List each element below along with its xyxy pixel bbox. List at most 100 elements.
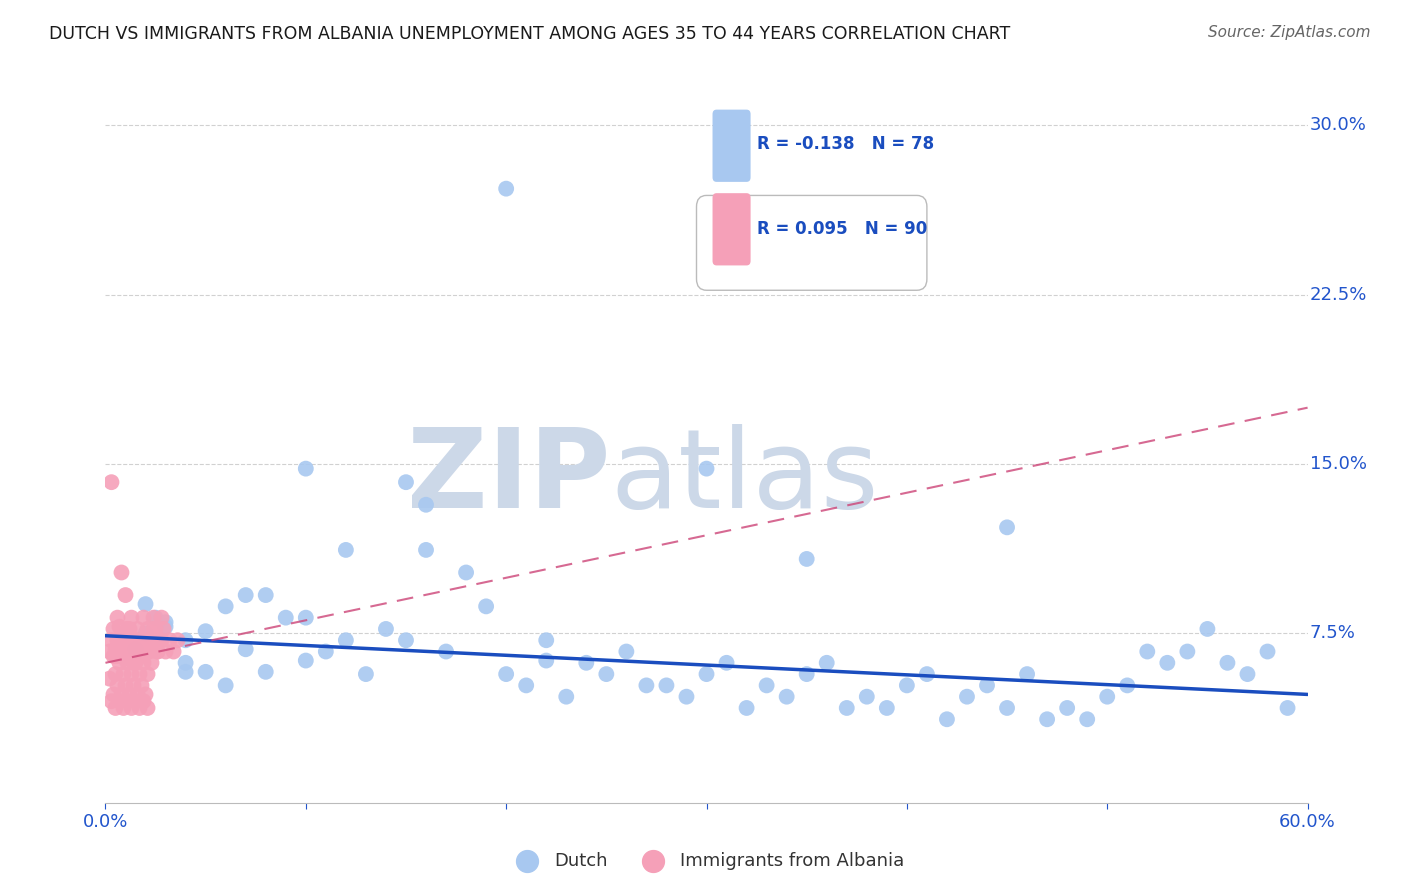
Point xyxy=(132,610,155,624)
Point xyxy=(335,633,357,648)
Point xyxy=(395,633,418,648)
Point xyxy=(135,633,157,648)
Point xyxy=(155,615,177,630)
Point xyxy=(108,694,131,708)
Point xyxy=(117,656,139,670)
Point xyxy=(117,622,139,636)
Point xyxy=(127,687,149,701)
FancyBboxPatch shape xyxy=(696,195,927,290)
Point xyxy=(112,701,135,715)
Point xyxy=(117,694,139,708)
Point xyxy=(855,690,877,704)
Point xyxy=(254,665,277,679)
Point xyxy=(122,656,145,670)
Point xyxy=(103,648,125,663)
Point xyxy=(675,690,697,704)
Point xyxy=(1277,701,1299,715)
Point xyxy=(595,667,617,681)
FancyBboxPatch shape xyxy=(713,110,751,182)
Point xyxy=(735,701,758,715)
Point xyxy=(128,667,150,681)
Point xyxy=(815,656,838,670)
Point xyxy=(114,588,136,602)
Point xyxy=(127,622,149,636)
Point xyxy=(138,644,160,658)
Point xyxy=(1197,622,1219,636)
Point xyxy=(136,701,159,715)
Point xyxy=(1116,678,1139,692)
Point xyxy=(776,690,799,704)
Point xyxy=(174,656,197,670)
Point xyxy=(104,642,127,657)
Point xyxy=(1056,701,1078,715)
Point xyxy=(876,701,898,715)
Point xyxy=(131,644,153,658)
Point xyxy=(127,644,149,658)
Point xyxy=(122,633,145,648)
Point xyxy=(110,566,132,580)
Point xyxy=(1177,644,1199,658)
Point xyxy=(315,644,337,658)
Point xyxy=(956,690,979,704)
Point xyxy=(1156,656,1178,670)
Point xyxy=(128,701,150,715)
Point xyxy=(131,678,153,692)
Point xyxy=(434,644,457,658)
Point xyxy=(1257,644,1279,658)
Point xyxy=(135,687,157,701)
Point xyxy=(1017,667,1039,681)
Point xyxy=(335,542,357,557)
Point xyxy=(132,656,155,670)
Point xyxy=(107,610,129,624)
Point xyxy=(107,648,129,663)
Point xyxy=(415,542,437,557)
Point xyxy=(146,644,169,658)
Point xyxy=(121,667,143,681)
Point xyxy=(755,678,778,692)
Point xyxy=(148,633,170,648)
Point xyxy=(174,633,197,648)
Point xyxy=(395,475,418,490)
Point xyxy=(104,667,127,681)
Point xyxy=(100,475,122,490)
Text: R = 0.095   N = 90: R = 0.095 N = 90 xyxy=(756,220,927,238)
Point xyxy=(976,678,998,692)
Point xyxy=(128,642,150,657)
Point xyxy=(108,642,131,657)
Point xyxy=(124,642,146,657)
Point xyxy=(274,610,297,624)
Point xyxy=(122,678,145,692)
Point xyxy=(166,633,188,648)
Point xyxy=(636,678,658,692)
Point xyxy=(174,665,197,679)
Point xyxy=(124,694,146,708)
Point xyxy=(141,656,163,670)
Point xyxy=(118,648,141,663)
Point xyxy=(696,667,718,681)
Point xyxy=(155,644,177,658)
Point xyxy=(110,687,132,701)
Point xyxy=(114,678,136,692)
Point xyxy=(515,678,537,692)
Point xyxy=(138,633,160,648)
Point xyxy=(112,633,135,648)
Point xyxy=(214,599,236,614)
Point xyxy=(107,678,129,692)
Point xyxy=(141,633,163,648)
Point xyxy=(104,701,127,715)
Point xyxy=(162,644,184,658)
Point xyxy=(936,712,959,726)
Point xyxy=(254,588,277,602)
Point xyxy=(995,520,1018,534)
Point xyxy=(124,656,146,670)
Point xyxy=(495,667,517,681)
Point xyxy=(555,690,578,704)
Point xyxy=(716,656,738,670)
Point xyxy=(295,610,318,624)
Point xyxy=(136,667,159,681)
Point xyxy=(100,633,122,648)
Text: atlas: atlas xyxy=(610,425,879,531)
FancyBboxPatch shape xyxy=(713,194,751,266)
Point xyxy=(145,610,167,624)
Point xyxy=(132,694,155,708)
